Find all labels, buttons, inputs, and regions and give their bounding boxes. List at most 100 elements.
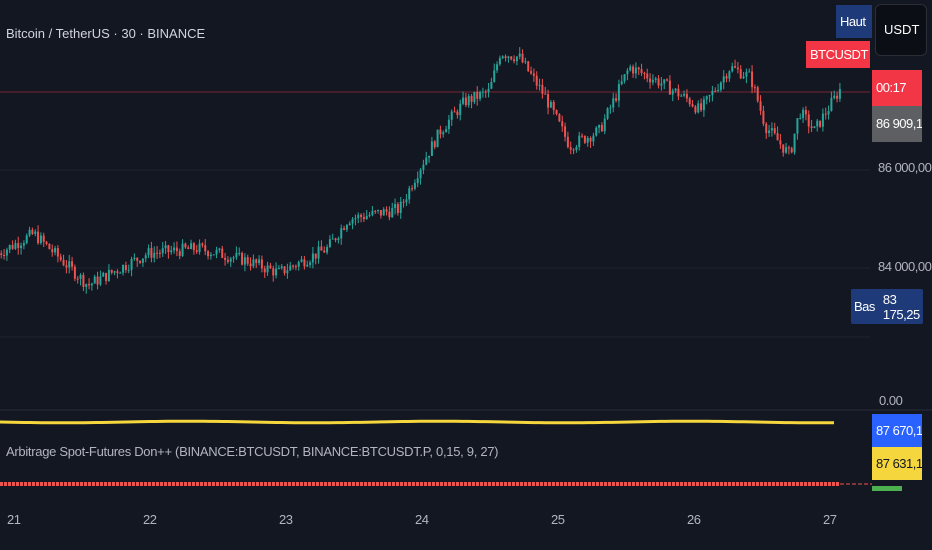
candle-down	[73, 266, 76, 279]
candle-up	[20, 245, 23, 249]
candle-down	[765, 123, 768, 133]
candle-up	[277, 268, 280, 270]
candle-down	[192, 243, 195, 251]
candle-up	[462, 97, 465, 104]
indicator-blue-value: 87 670,18	[872, 414, 922, 447]
candle-down	[773, 128, 776, 134]
candle-down	[541, 84, 544, 94]
candle-down	[572, 149, 575, 151]
indicator-yellow-line	[0, 419, 835, 425]
candle-up	[620, 81, 623, 85]
time-tick: 26	[687, 512, 701, 527]
candle-up	[144, 255, 147, 259]
candle-down	[272, 268, 275, 276]
candle-down	[739, 69, 742, 79]
candle-down	[453, 111, 456, 113]
candle-up	[603, 118, 606, 132]
candle-down	[292, 265, 295, 267]
candle-up	[663, 79, 666, 84]
candle-down	[158, 252, 161, 254]
candle-down	[569, 147, 572, 150]
candle-up	[487, 88, 490, 93]
candle-up	[286, 270, 289, 274]
candle-up	[354, 218, 357, 220]
symbol-tag: BTCUSDT	[806, 41, 870, 68]
candle-up	[68, 261, 71, 268]
candle-up	[377, 210, 380, 212]
candle-up	[289, 265, 292, 271]
candle-up	[198, 243, 201, 252]
time-tick: 24	[415, 512, 429, 527]
indicator-zero: 0.00	[879, 393, 903, 408]
candle-up	[623, 74, 626, 82]
candle-up	[450, 111, 453, 120]
candle-up	[683, 93, 686, 96]
candle-down	[201, 243, 204, 246]
candle-up	[331, 238, 334, 240]
candle-down	[810, 126, 813, 129]
symbol-box[interactable]: USDT	[875, 4, 927, 56]
candle-down	[547, 94, 550, 108]
candle-down	[71, 261, 74, 267]
low-marker: Bas 83 175,25	[851, 289, 923, 324]
candle-up	[365, 215, 368, 220]
candle-up	[141, 258, 144, 263]
candle-down	[150, 248, 153, 258]
candle-up	[413, 182, 416, 189]
candle-down	[510, 56, 513, 60]
candle-down	[241, 252, 244, 265]
candle-up	[127, 269, 130, 271]
candle-down	[779, 140, 782, 145]
indicator-yellow-value: 87 631,10	[872, 447, 922, 480]
candle-up	[408, 188, 411, 200]
candle-down	[246, 257, 249, 264]
candle-up	[549, 101, 552, 108]
candle-up	[161, 248, 164, 254]
candle-down	[714, 90, 717, 92]
candle-up	[382, 209, 385, 216]
indicator-title[interactable]: Arbitrage Spot-Futures Don++ (BINANCE:BT…	[6, 444, 499, 459]
candle-up	[164, 245, 167, 249]
candle-up	[85, 284, 88, 287]
candle-up	[238, 252, 241, 254]
candle-up	[416, 178, 419, 183]
candle-down	[504, 56, 507, 59]
candle-up	[317, 246, 320, 259]
candle-down	[263, 268, 266, 273]
candle-down	[37, 231, 40, 244]
candle-down	[56, 248, 59, 257]
candle-down	[260, 259, 263, 269]
candle-down	[65, 265, 68, 268]
candle-down	[139, 260, 142, 263]
candle-down	[558, 114, 561, 122]
candle-up	[575, 147, 578, 150]
candle-up	[838, 89, 841, 99]
candle-down	[456, 111, 459, 116]
candle-down	[362, 216, 365, 220]
candle-down	[776, 133, 779, 141]
candle-up	[524, 61, 527, 63]
candle-up	[515, 56, 518, 62]
candle-up	[702, 99, 705, 111]
price-tick: 84 000,00	[878, 259, 932, 274]
candle-up	[326, 246, 329, 253]
candle-up	[830, 98, 833, 112]
candle-down	[343, 228, 346, 230]
candle-up	[170, 250, 173, 253]
candle-up	[793, 133, 796, 153]
candle-down	[484, 91, 487, 93]
candle-up	[153, 252, 156, 258]
candle-up	[93, 276, 96, 284]
candle-up	[592, 135, 595, 142]
candle-up	[348, 223, 351, 226]
candle-down	[790, 148, 793, 153]
candle-up	[785, 147, 788, 153]
candle-up	[428, 155, 431, 158]
candle-down	[303, 259, 306, 267]
candle-down	[17, 243, 20, 249]
candle-up	[181, 243, 184, 256]
candle-down	[396, 204, 399, 213]
candle-down	[0, 253, 3, 255]
candle-down	[31, 229, 34, 234]
